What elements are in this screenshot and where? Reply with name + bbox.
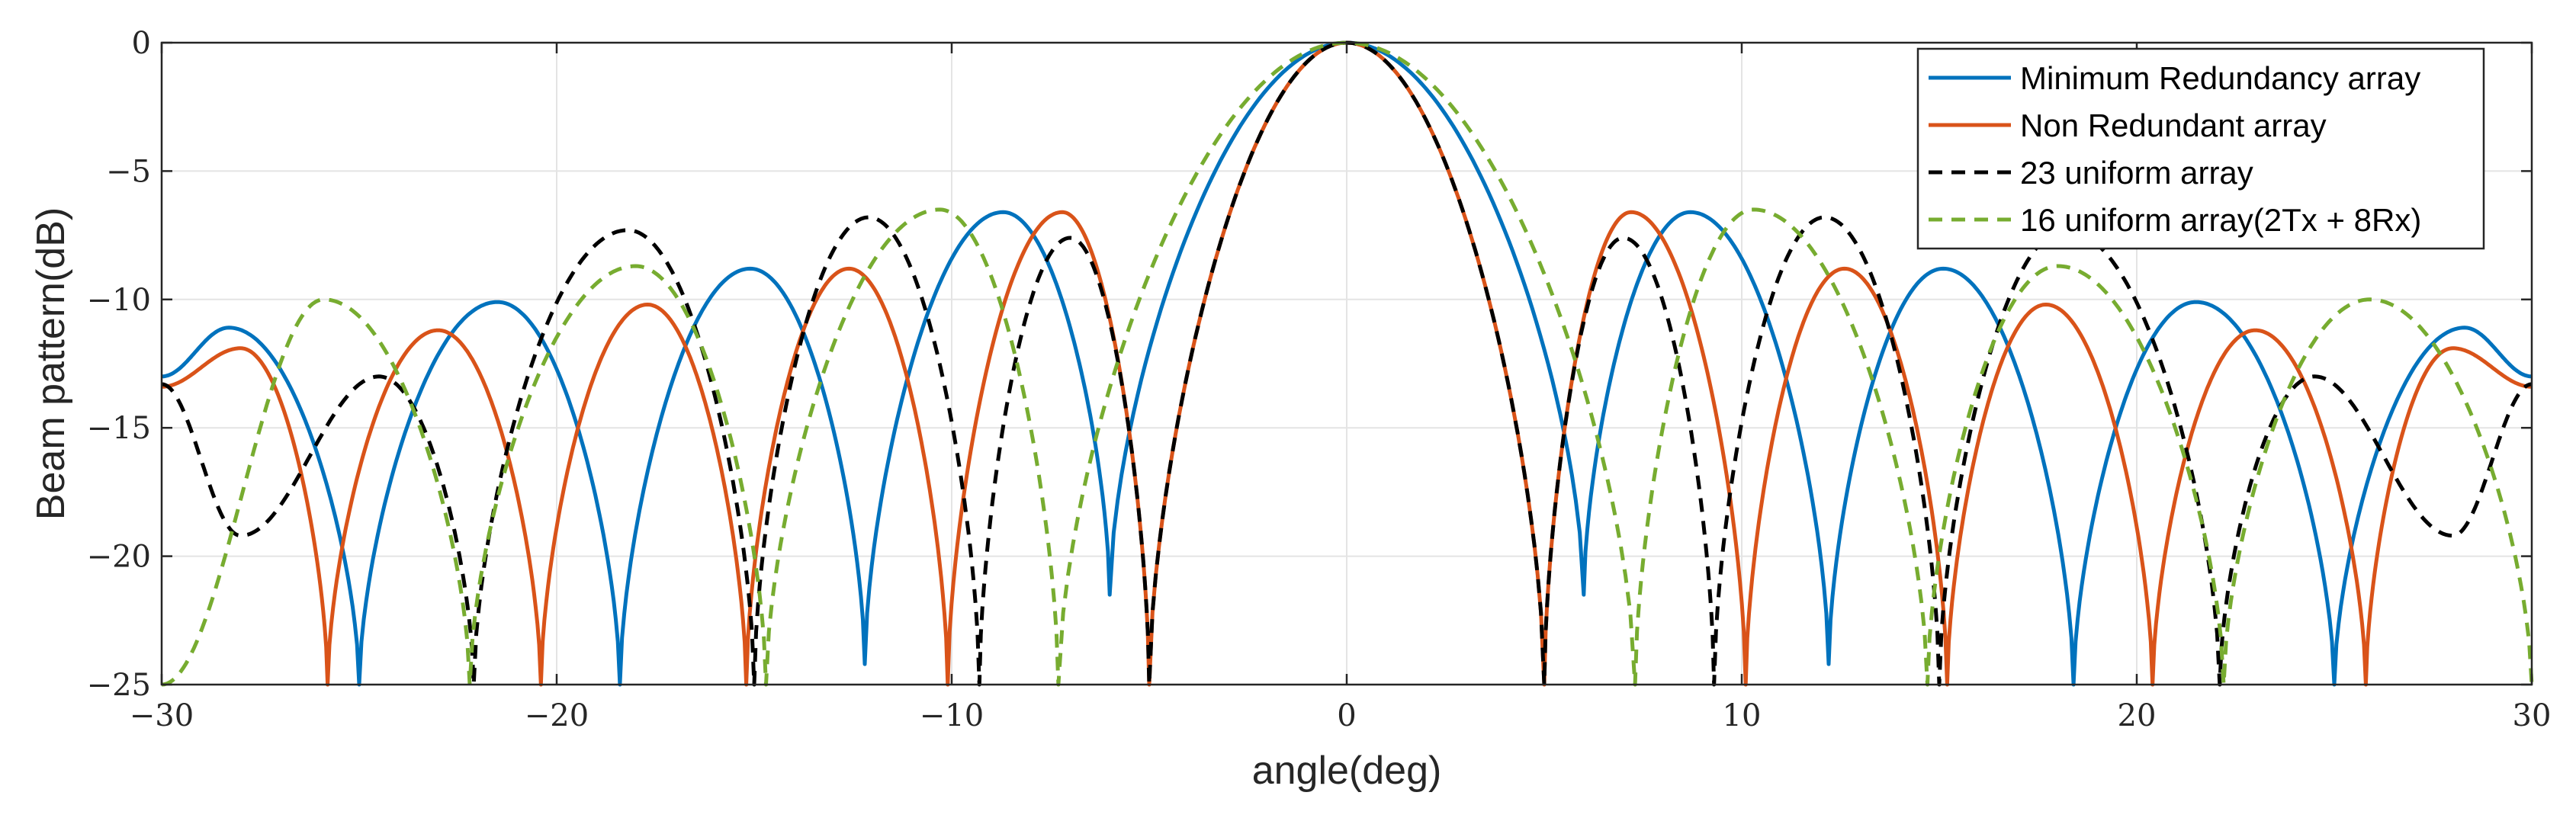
x-tick-label: 30 xyxy=(2513,698,2552,733)
legend: Minimum Redundancy array Non Redundant ar… xyxy=(1916,47,2485,250)
x-tick-label: 0 xyxy=(1337,698,1356,733)
x-axis-label: angle(deg) xyxy=(1252,749,1442,793)
series-line-4 xyxy=(161,40,2534,687)
x-tick-label: 10 xyxy=(1723,698,1762,733)
y-tick-label: −15 xyxy=(87,411,151,446)
x-tick-label: −30 xyxy=(130,698,194,733)
y-tick-label: −5 xyxy=(106,154,151,189)
x-tick-label: −20 xyxy=(525,698,589,733)
legend-label-3: 23 uniform array xyxy=(2020,155,2253,191)
legend-label-2: Non Redundant array xyxy=(2020,107,2327,143)
y-tick-label: 0 xyxy=(132,26,151,61)
legend-box xyxy=(1916,47,2485,250)
ticks: −30 −20 −10 0 10 20 30 0 −5 −10 −15 −20 −25 xyxy=(87,26,2552,733)
legend-label-4: 16 uniform array(2Tx + 8Rx) xyxy=(2020,202,2421,238)
x-tick-label: −10 xyxy=(920,698,984,733)
y-tick-label: −10 xyxy=(87,283,151,318)
legend-label-1: Minimum Redundancy array xyxy=(2020,60,2420,96)
y-tick-label: −25 xyxy=(87,668,151,703)
x-tick-label: 20 xyxy=(2118,698,2157,733)
y-axis-label: Beam pattern(dB) xyxy=(29,207,73,520)
y-tick-label: −20 xyxy=(87,540,151,575)
